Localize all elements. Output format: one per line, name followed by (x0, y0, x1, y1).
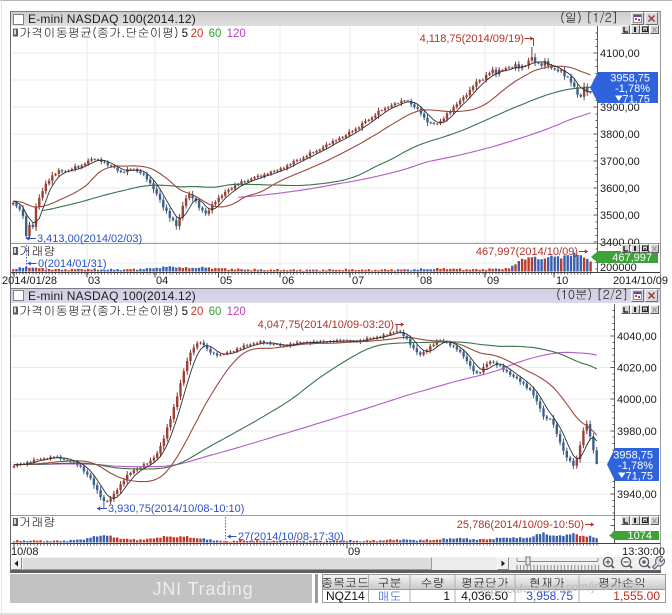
svg-text:4,036.50: 4,036.50 (461, 589, 508, 603)
svg-text:467,997: 467,997 (612, 252, 652, 264)
svg-text:1: 1 (443, 589, 450, 603)
svg-text:60: 60 (209, 306, 222, 318)
svg-text:05: 05 (220, 275, 232, 287)
svg-text:3980,00: 3980,00 (617, 426, 657, 438)
svg-text:5: 5 (182, 306, 188, 318)
svg-text:25,786(2014/10/09-10:50): 25,786(2014/10/09-10:50) (457, 519, 584, 531)
svg-text:3958,75: 3958,75 (610, 73, 650, 85)
svg-text:03: 03 (88, 275, 100, 287)
svg-text:4100,00: 4100,00 (600, 48, 640, 60)
svg-text:4040,00: 4040,00 (617, 331, 657, 343)
svg-text:4,118,75(2014/09/19): 4,118,75(2014/09/19) (420, 33, 524, 45)
svg-text:13:30:00: 13:30:00 (622, 546, 665, 558)
svg-text:3940,00: 3940,00 (617, 489, 657, 501)
svg-text:2014/10/09: 2014/10/09 (613, 275, 668, 287)
svg-text:3700,00: 3700,00 (600, 156, 640, 168)
svg-text:71,75: 71,75 (625, 471, 653, 483)
svg-text:1074: 1074 (628, 530, 652, 542)
svg-text:3900,00: 3900,00 (600, 102, 640, 114)
svg-text:3,413,00(2014/02/03): 3,413,00(2014/02/03) (37, 233, 142, 245)
svg-text:3600,00: 3600,00 (600, 183, 640, 195)
svg-text:4,047,75(2014/10/09-03:20): 4,047,75(2014/10/09-03:20) (258, 319, 394, 331)
svg-text:200000: 200000 (600, 262, 637, 274)
svg-text:09: 09 (487, 275, 499, 287)
svg-text:20: 20 (191, 28, 204, 40)
svg-text:71,75: 71,75 (622, 94, 650, 106)
svg-text:4020,00: 4020,00 (617, 363, 657, 375)
svg-text:120: 120 (227, 28, 246, 40)
svg-text:3958,75: 3958,75 (613, 450, 653, 462)
svg-text:-1,78%: -1,78% (615, 83, 650, 95)
svg-text:5: 5 (182, 28, 188, 40)
svg-text:10: 10 (556, 275, 568, 287)
svg-text:-1,78%: -1,78% (618, 460, 653, 472)
svg-text:60: 60 (209, 28, 222, 40)
svg-text:4000,00: 4000,00 (617, 394, 657, 406)
svg-text:09: 09 (348, 546, 360, 558)
svg-text:NQZ14: NQZ14 (326, 589, 365, 603)
svg-text:http://cafe.naver.com/jnitradi: http://cafe.naver.com/jnitrading (477, 578, 641, 597)
svg-text:120: 120 (227, 306, 246, 318)
svg-text:10/08: 10/08 (11, 546, 39, 558)
svg-text:3,930,75(2014/10/08-10:10): 3,930,75(2014/10/08-10:10) (108, 503, 244, 515)
svg-text:3500,00: 3500,00 (600, 210, 640, 222)
svg-text:3800,00: 3800,00 (600, 129, 640, 141)
svg-text:27(2014/10/08-17:30): 27(2014/10/08-17:30) (238, 531, 344, 543)
svg-text:467,997(2014/10/09): 467,997(2014/10/09) (476, 246, 578, 258)
svg-text:1,555.00: 1,555.00 (613, 589, 660, 603)
svg-text:0(2014/01/31): 0(2014/01/31) (38, 258, 107, 270)
svg-text:06: 06 (282, 275, 294, 287)
svg-text:3,958.75: 3,958.75 (526, 589, 573, 603)
svg-text:08: 08 (420, 275, 432, 287)
svg-text:2014/01/28: 2014/01/28 (2, 275, 57, 287)
svg-text:20: 20 (191, 306, 204, 318)
svg-text:04: 04 (156, 275, 168, 287)
svg-text:07: 07 (352, 275, 364, 287)
